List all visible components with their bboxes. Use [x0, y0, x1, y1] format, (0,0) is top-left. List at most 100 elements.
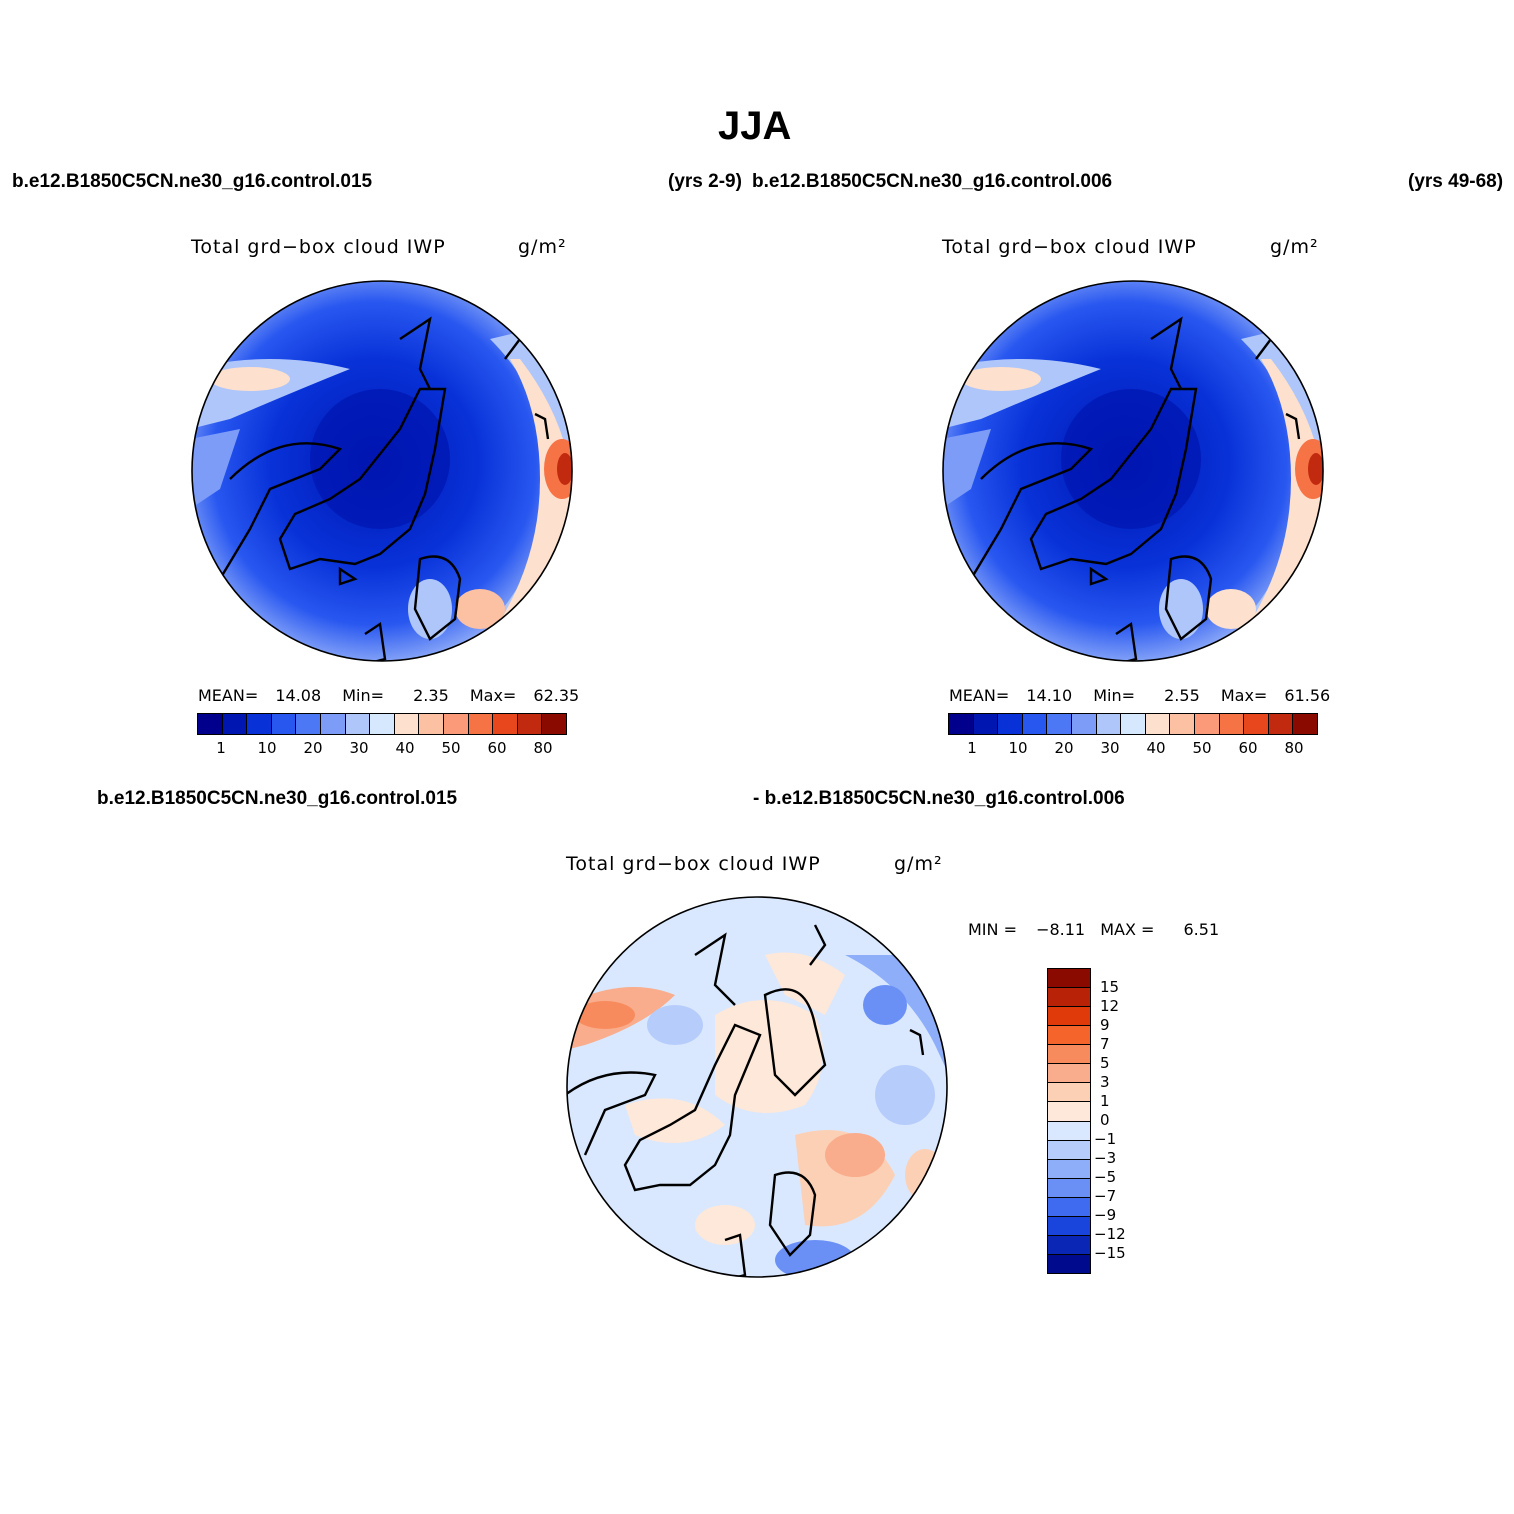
colorbar-tick-label: 1	[967, 739, 977, 757]
colorbar-tick-label: 20	[1054, 739, 1074, 757]
colorbar-tick-label: 30	[1100, 739, 1120, 757]
colorbar-box	[1048, 1045, 1090, 1065]
panel2-max-value: 61.56	[1284, 686, 1331, 705]
panel3-max-value: 6.51	[1183, 920, 1220, 939]
colorbar-box	[1048, 1102, 1090, 1122]
colorbar-tick-label: 1	[216, 739, 226, 757]
colorbar-box	[998, 714, 1023, 734]
case1-years: (yrs 2-9)	[668, 171, 742, 192]
colorbar-tick-label: 15	[1100, 978, 1120, 996]
panel1-variable: Total grd−box cloud IWP	[191, 236, 446, 258]
colorbar-tick-label: −5	[1094, 1168, 1117, 1186]
panel1-min-label: Min=	[342, 686, 385, 705]
panel1-units: g/m²	[518, 236, 567, 258]
case1-label: b.e12.B1850C5CN.ne30_g16.control.015	[12, 171, 373, 192]
colorbar-box	[1048, 1121, 1090, 1141]
colorbar-box	[370, 714, 395, 734]
panel2-variable: Total grd−box cloud IWP	[942, 236, 1197, 258]
colorbar-tick-label: −15	[1094, 1244, 1126, 1262]
case2-label: b.e12.B1850C5CN.ne30_g16.control.006	[752, 171, 1113, 192]
panel3-max-label: MAX =	[1100, 920, 1155, 939]
panel1-mean-label: MEAN=	[198, 686, 259, 705]
panel2-stats: MEAN= 14.10 Min= 2.55 Max= 61.56	[949, 686, 1330, 705]
colorbar-box	[271, 714, 297, 734]
colorbar-box	[394, 714, 420, 734]
colorbar-tick-label: −12	[1094, 1225, 1126, 1243]
colorbar-tick-label: 5	[1100, 1054, 1110, 1072]
colorbar-box	[1071, 714, 1097, 734]
colorbar-tick-label: 50	[441, 739, 461, 757]
colorbar-box	[1048, 1235, 1090, 1255]
colorbar-box	[1145, 714, 1171, 734]
colorbar-box	[443, 714, 469, 734]
colorbar-tick-label: −1	[1094, 1130, 1117, 1148]
panel2-min-value: 2.55	[1164, 686, 1200, 705]
panel1-max-value: 62.35	[533, 686, 580, 705]
colorbar-tick-label: 1	[1100, 1092, 1110, 1110]
colorbar-box	[1293, 714, 1317, 734]
panel2-colorbar	[948, 713, 1318, 735]
panel1-colorbar	[197, 713, 567, 735]
panel3-min-label: MIN =	[968, 920, 1017, 939]
panel1-polar-map	[191, 280, 573, 662]
colorbar-tick-label: 80	[1284, 739, 1304, 757]
colorbar-box	[1048, 1026, 1090, 1046]
colorbar-tick-label: 40	[395, 739, 415, 757]
diff-case1-label: b.e12.B1850C5CN.ne30_g16.control.015	[97, 788, 458, 809]
panel2-max-label: Max=	[1220, 686, 1268, 705]
panel1-min-value: 2.35	[413, 686, 449, 705]
colorbar-box	[1048, 988, 1090, 1008]
colorbar-box	[1022, 714, 1048, 734]
panel3-min-value: −8.11	[1036, 920, 1086, 939]
colorbar-tick-label: 80	[533, 739, 553, 757]
colorbar-box	[468, 714, 494, 734]
panel1-max-label: Max=	[469, 686, 517, 705]
colorbar-tick-label: 40	[1146, 739, 1166, 757]
colorbar-box	[198, 714, 223, 734]
diff-case2-label: - b.e12.B1850C5CN.ne30_g16.control.006	[753, 788, 1125, 809]
colorbar-box	[973, 714, 999, 734]
panel2-mean-label: MEAN=	[949, 686, 1010, 705]
colorbar-box	[1047, 714, 1072, 734]
colorbar-box	[222, 714, 248, 734]
colorbar-box	[949, 714, 974, 734]
colorbar-box	[419, 714, 444, 734]
colorbar-tick-label: 10	[257, 739, 277, 757]
colorbar-box	[542, 714, 566, 734]
colorbar-box	[1194, 714, 1220, 734]
colorbar-box	[1048, 969, 1090, 989]
colorbar-box	[1048, 1216, 1090, 1236]
colorbar-box	[345, 714, 371, 734]
colorbar-tick-label: 10	[1008, 739, 1028, 757]
panel3-stats: MIN = −8.11 MAX = 6.51	[968, 920, 1219, 939]
colorbar-box	[320, 714, 346, 734]
case2-years: (yrs 49-68)	[1408, 171, 1504, 192]
colorbar-tick-label: 3	[1100, 1073, 1110, 1091]
colorbar-box	[517, 714, 543, 734]
colorbar-box	[1268, 714, 1294, 734]
colorbar-box	[296, 714, 321, 734]
panel2-min-label: Min=	[1093, 686, 1136, 705]
figure-title: JJA	[718, 104, 792, 148]
panel3-variable: Total grd−box cloud IWP	[566, 853, 821, 875]
panel3-colorbar	[1047, 968, 1091, 1274]
colorbar-tick-label: −3	[1094, 1149, 1117, 1167]
colorbar-box	[1096, 714, 1122, 734]
panel2-mean-value: 14.10	[1026, 686, 1073, 705]
colorbar-tick-label: 30	[349, 739, 369, 757]
colorbar-box	[493, 714, 518, 734]
colorbar-tick-label: −9	[1094, 1206, 1117, 1224]
panel1-mean-value: 14.08	[275, 686, 322, 705]
colorbar-box	[1170, 714, 1195, 734]
colorbar-tick-label: 60	[1238, 739, 1258, 757]
colorbar-box	[1121, 714, 1146, 734]
panel3-polar-map	[566, 896, 948, 1278]
colorbar-box	[1048, 1140, 1090, 1160]
colorbar-box	[1048, 1083, 1090, 1103]
colorbar-box	[247, 714, 272, 734]
colorbar-box	[1219, 714, 1245, 734]
panel3-units: g/m²	[894, 853, 943, 875]
colorbar-box	[1048, 1159, 1090, 1179]
panel1-stats: MEAN= 14.08 Min= 2.35 Max= 62.35	[198, 686, 579, 705]
colorbar-box	[1048, 1197, 1090, 1217]
